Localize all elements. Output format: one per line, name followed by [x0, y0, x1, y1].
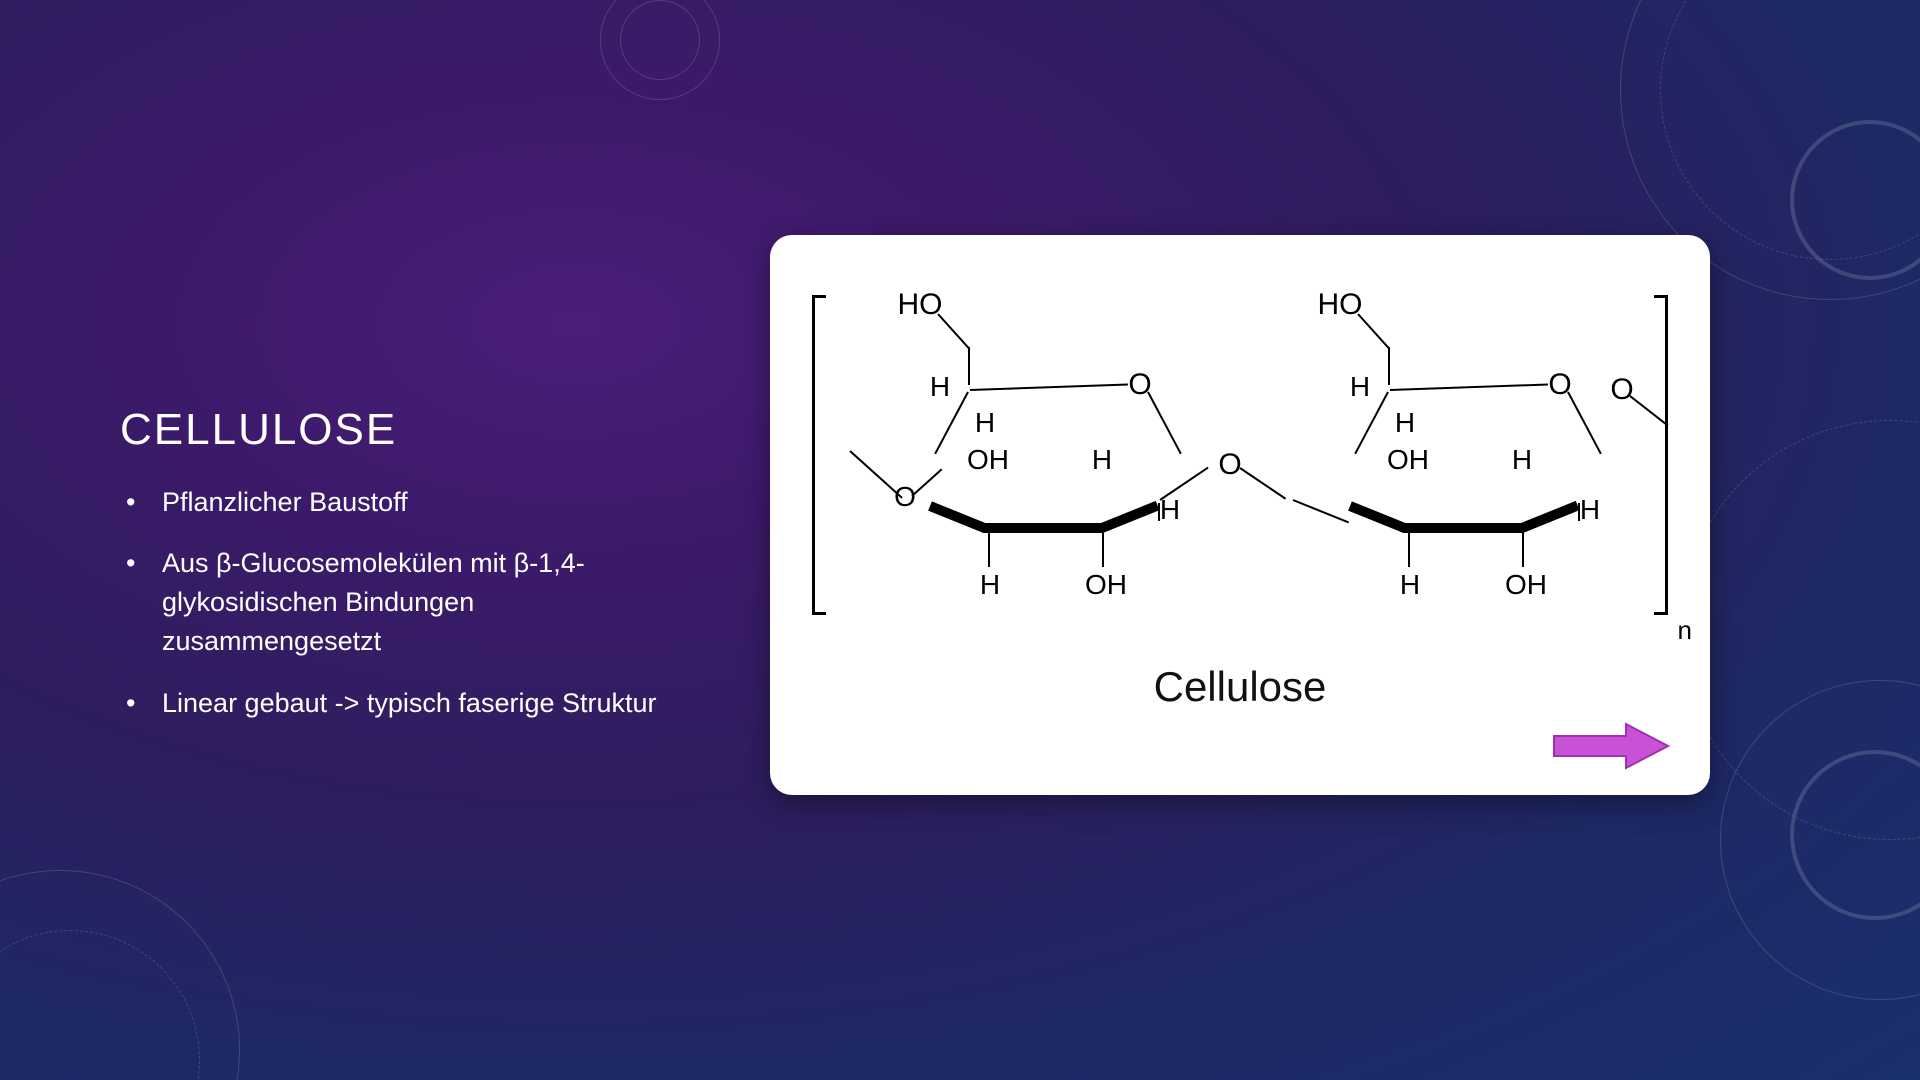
next-arrow[interactable] [1552, 722, 1670, 770]
atom-o: O [1548, 368, 1571, 402]
bond [1388, 347, 1390, 385]
deco-ring [1680, 420, 1920, 840]
bond-thick [1404, 523, 1524, 533]
bond [1567, 392, 1602, 455]
atom-ho: HO [898, 288, 943, 322]
atom-h: H [1395, 407, 1415, 439]
bond [1293, 499, 1349, 523]
atom-o: O [894, 481, 916, 513]
bond [1147, 392, 1182, 455]
atom-h: H [975, 407, 995, 439]
atom-oh: OH [967, 444, 1009, 476]
atom-oh: OH [1387, 444, 1429, 476]
text-column: CELLULOSE Pflanzlicher Baustoff Aus β-Gl… [120, 405, 680, 745]
atom-oh: OH [1085, 569, 1127, 601]
bracket-left [812, 295, 826, 615]
atom-ho: HO [1318, 288, 1363, 322]
bond-thick [928, 501, 987, 533]
deco-ring [620, 0, 700, 80]
atom-h: H [1400, 569, 1420, 601]
bond [849, 450, 902, 498]
bond [988, 527, 990, 567]
bond [1408, 527, 1410, 567]
atom-h: H [1092, 444, 1112, 476]
diagram-caption: Cellulose [810, 663, 1670, 711]
atom-o: O [1128, 368, 1151, 402]
atom-oh: OH [1505, 569, 1547, 601]
bracket-right [1654, 295, 1668, 615]
bond [1239, 467, 1286, 499]
bond [1578, 503, 1580, 521]
polymer-subscript: n [1678, 615, 1692, 646]
atom-o: O [1610, 373, 1633, 407]
slide-title: CELLULOSE [120, 405, 680, 455]
atom-o: O [1218, 448, 1241, 482]
bullet-list: Pflanzlicher Baustoff Aus β-Glucosemolek… [120, 483, 680, 723]
slide: CELLULOSE Pflanzlicher Baustoff Aus β-Gl… [0, 0, 1920, 1080]
atom-h: H [930, 371, 950, 403]
bond [970, 383, 1128, 391]
atom-h: H [1512, 444, 1532, 476]
bond [1357, 313, 1389, 349]
bond [937, 313, 969, 349]
bond [1159, 467, 1208, 501]
atom-h: H [1350, 371, 1370, 403]
atom-h: H [980, 569, 1000, 601]
bullet-item: Pflanzlicher Baustoff [120, 483, 680, 522]
bond [1390, 383, 1548, 391]
bond [1158, 503, 1160, 521]
bond-thick [984, 523, 1104, 533]
bond [911, 468, 942, 496]
bond-thick [1520, 501, 1579, 533]
diagram-card: n HO O H H OH O H [770, 235, 1710, 795]
bond-thick [1348, 501, 1407, 533]
bullet-item: Aus β-Glucosemolekülen mit β-1,4-glykosi… [120, 544, 680, 661]
bullet-item: Linear gebaut -> typisch faserige Strukt… [120, 684, 680, 723]
chemical-structure: n HO O H H OH O H [810, 265, 1670, 645]
atom-h: H [1580, 494, 1600, 526]
bond-thick [1100, 501, 1159, 533]
arrow-right-icon [1552, 722, 1670, 770]
bond [968, 347, 970, 385]
bond [1102, 527, 1104, 567]
bond [1522, 527, 1524, 567]
